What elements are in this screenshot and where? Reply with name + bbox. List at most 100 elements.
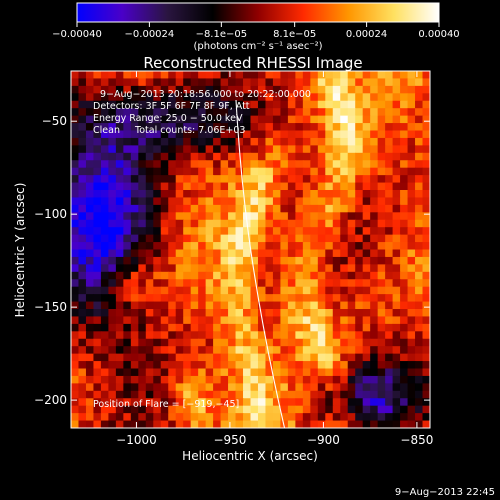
- heatmap-cell: [213, 346, 222, 355]
- heatmap-cell: [145, 160, 154, 169]
- heatmap-cell: [168, 212, 177, 221]
- heatmap-cell: [71, 100, 80, 109]
- heatmap-cell: [310, 256, 319, 265]
- heatmap-cell: [400, 78, 409, 87]
- heatmap-cell: [153, 264, 162, 273]
- heatmap-cell: [160, 85, 169, 94]
- heatmap-cell: [250, 219, 259, 228]
- heatmap-cell: [257, 242, 267, 251]
- heatmap-cell: [190, 323, 199, 332]
- heatmap-cell: [325, 271, 334, 280]
- heatmap-cell: [400, 234, 409, 243]
- heatmap-cell: [310, 123, 319, 132]
- heatmap-cell: [190, 405, 199, 414]
- heatmap-cell: [392, 264, 401, 273]
- heatmap-cell: [93, 413, 102, 422]
- heatmap-cell: [287, 100, 296, 109]
- heatmap-cell: [415, 375, 424, 384]
- heatmap-cell: [71, 375, 80, 384]
- heatmap-cell: [265, 368, 274, 377]
- heatmap-cell: [243, 197, 252, 206]
- heatmap-cell: [332, 294, 341, 303]
- heatmap-cell: [235, 256, 244, 265]
- heatmap-cell: [108, 78, 117, 87]
- heatmap-cell: [100, 323, 109, 332]
- heatmap-cell: [347, 286, 356, 295]
- heatmap-cell: [183, 286, 192, 295]
- heatmap-cell: [183, 383, 192, 392]
- heatmap-cell: [422, 353, 430, 362]
- heatmap-cell: [93, 85, 102, 94]
- heatmap-cell: [287, 309, 296, 318]
- heatmap-cell: [332, 78, 341, 87]
- heatmap-cell: [422, 271, 430, 280]
- heatmap-cell: [130, 123, 139, 132]
- heatmap-cell: [370, 130, 379, 139]
- heatmap-cell: [317, 323, 326, 332]
- heatmap-cell: [190, 137, 199, 146]
- heatmap-cell: [100, 123, 109, 132]
- heatmap-cell: [168, 264, 177, 273]
- heatmap-cell: [220, 152, 229, 161]
- heatmap-cell: [355, 190, 364, 199]
- heatmap-cell: [317, 390, 326, 399]
- heatmap-cell: [198, 234, 207, 243]
- heatmap-cell: [317, 353, 326, 362]
- heatmap-cell: [317, 331, 326, 340]
- heatmap-cell: [220, 279, 229, 288]
- heatmap-cell: [302, 145, 311, 154]
- heatmap-cell: [78, 212, 87, 221]
- heatmap-cell: [287, 413, 296, 422]
- heatmap-cell: [347, 160, 356, 169]
- heatmap-cell: [265, 279, 274, 288]
- heatmap-cell: [108, 413, 117, 422]
- heatmap-cell: [370, 375, 379, 384]
- heatmap-cell: [377, 375, 386, 384]
- heatmap-cell: [93, 346, 102, 355]
- heatmap-cell: [325, 212, 334, 221]
- heatmap-cell: [160, 219, 169, 228]
- heatmap-cell: [198, 242, 207, 251]
- heatmap-cell: [183, 145, 192, 154]
- heatmap-cell: [287, 204, 296, 213]
- heatmap-cell: [235, 234, 244, 243]
- heatmap-cell: [93, 197, 102, 206]
- heatmap-cell: [415, 405, 424, 414]
- heatmap-cell: [108, 309, 117, 318]
- heatmap-cell: [160, 197, 169, 206]
- heatmap-cell: [272, 145, 282, 154]
- heatmap-cell: [198, 137, 207, 146]
- heatmap-cell: [407, 123, 416, 132]
- heatmap-cell: [347, 420, 356, 428]
- heatmap-cell: [280, 309, 289, 318]
- heatmap-cell: [407, 398, 416, 407]
- heatmap-cell: [265, 242, 274, 251]
- heatmap-cell: [145, 123, 154, 132]
- heatmap-cell: [287, 152, 296, 161]
- heatmap-cell: [168, 123, 177, 132]
- heatmap-cell: [347, 413, 356, 422]
- heatmap-cell: [93, 316, 102, 325]
- heatmap-cell: [280, 145, 289, 154]
- heatmap-cell: [317, 249, 326, 258]
- heatmap-cell: [220, 405, 229, 414]
- heatmap-cell: [175, 286, 184, 295]
- heatmap-cell: [220, 167, 229, 176]
- heatmap-cell: [168, 115, 177, 124]
- y-axis-label: Heliocentric Y (arcsec): [13, 183, 27, 318]
- heatmap-cell: [93, 130, 102, 139]
- heatmap-cell: [332, 160, 341, 169]
- heatmap-cell: [85, 256, 95, 265]
- heatmap-cell: [243, 78, 252, 87]
- heatmap-cell: [377, 338, 386, 347]
- heatmap-cell: [175, 405, 184, 414]
- heatmap-cell: [78, 100, 87, 109]
- heatmap-cell: [123, 100, 132, 109]
- heatmap-cell: [265, 145, 274, 154]
- heatmap-cell: [407, 182, 416, 191]
- heatmap-cell: [235, 346, 244, 355]
- heatmap-cell: [183, 227, 192, 236]
- heatmap-cell: [100, 167, 109, 176]
- heatmap-cell: [317, 286, 326, 295]
